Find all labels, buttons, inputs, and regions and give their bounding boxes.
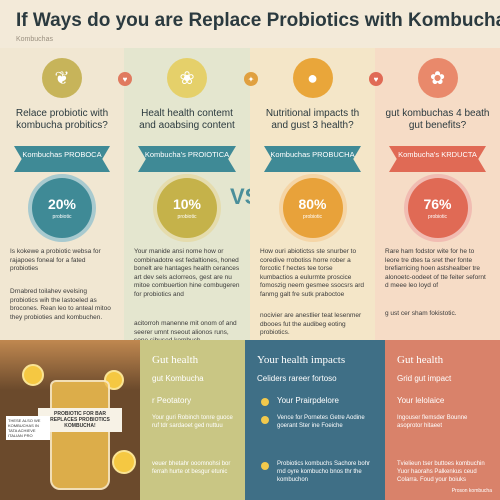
column-heading: gut kombuchas 4 beath gut benefits?: [385, 108, 490, 131]
stat-circle: 76% probiotic: [403, 174, 472, 242]
apple-icon: ✿: [417, 58, 458, 98]
sparkle-icon: ✦: [244, 72, 258, 86]
panel-title: Gut health: [397, 354, 444, 366]
column-text: Is kokewe a probiotic websa for rajapoes…: [10, 248, 101, 272]
stat-label: probiotic: [303, 214, 322, 220]
strawberry-icon: ❀: [167, 58, 207, 98]
lemon-slice-icon: [22, 364, 44, 386]
lemon-icon: ●: [292, 58, 333, 98]
column-heading: Healt health contemt and aoabsing conten…: [139, 108, 235, 131]
lemon-slice-icon: [112, 450, 136, 474]
stat-circle: 80% probiotic: [278, 174, 347, 242]
bottom-panel-1: Gut health gut Kombucha r Peotatory Your…: [140, 340, 245, 500]
stat-value: 80%: [298, 196, 327, 212]
bullet-icon: [261, 462, 269, 470]
column-text: Your manide ansi nome how or combinadotr…: [134, 248, 240, 298]
column-4: ♥ ✿ gut kombuchas 4 beath gut benefits? …: [369, 48, 500, 340]
bullet-icon: [261, 416, 269, 424]
bullet-icon: [261, 398, 269, 406]
kombucha-jar: [50, 380, 110, 490]
column-text-secondary: Drnabred toilahev evelsing probiotics wi…: [10, 288, 111, 321]
column-3: ✦ ● Nutritional impacts th and gust 3 he…: [244, 48, 375, 340]
column-text: Rare ham fodstor wite for he to leore tr…: [385, 248, 486, 289]
panel-list-secondary: Probiotics kombuchs Sachore bohr rnd oyr…: [277, 461, 371, 483]
stat-label: probiotic: [177, 214, 197, 220]
bottom-panel-3: Gut health Grid gut impact Your lelolaic…: [385, 340, 500, 500]
column-ribbon: Kombucha's KRDUCTA: [389, 146, 486, 172]
column-heading: Nutritional impacts th and gust 3 health…: [265, 108, 360, 131]
heart-icon: ♥: [369, 72, 383, 86]
kombucha-photo: PROBIOTIC FOR BAR REPLACES PROBIOTICS KO…: [0, 340, 140, 500]
column-ribbon: Kombucha's PROIOTICA: [138, 146, 236, 172]
page-subtitle: Kombuchas: [16, 36, 53, 43]
panel-list-secondary: veuer bhetahr ooomnohsi bor ferrah hurte…: [152, 461, 231, 475]
panel-mid: Your lelolaice: [397, 396, 445, 405]
small-card-label: THESE ALSO WE KOMBUCHAS IN TATA ACHIEVE …: [6, 416, 50, 440]
panel-title: Your health impacts: [257, 354, 346, 366]
stat-circle: 20% probiotic: [28, 174, 96, 242]
column-text-secondary: g ust cer sham fokistotic.: [385, 310, 457, 317]
panel-mid: Your Prairpdelore: [277, 396, 339, 405]
stat-label: probiotic: [52, 214, 72, 220]
heart-icon: ♥: [118, 72, 132, 86]
column-ribbon: Kombuchas PROBUCHA: [264, 146, 361, 172]
panel-list: Vence for Pornetes Getre Aodine goerant …: [277, 415, 365, 429]
column-text: How ouri abiotictss ste snurber to cored…: [260, 248, 365, 298]
panel-title: Gut health: [152, 354, 199, 366]
page-title: If Ways do you are Replace Probiotics wi…: [16, 10, 500, 31]
panel-subtitle: Grid gut impact: [397, 374, 452, 383]
panel-subtitle: gut Kombucha: [152, 374, 204, 383]
panel-list-secondary: Tvielieun tser buttoes kombuchin Yuor ha…: [397, 461, 485, 483]
stat-circle: 10% probiotic: [153, 174, 221, 242]
column-ribbon: Kombuchas PROBOCA: [14, 146, 110, 172]
column-1: ❦ Relace probiotic with kombucha probiti…: [0, 48, 124, 340]
stat-value: 76%: [423, 196, 452, 212]
bottom-panel-2: Your health impacts Celiders rareer fort…: [245, 340, 385, 500]
jar-label: PROBIOTIC FOR BAR REPLACES PROBIOTICS KO…: [38, 408, 122, 432]
panel-mid: r Peotatory: [152, 396, 192, 405]
column-heading: Relace probiotic with kombucha probitics…: [15, 108, 109, 131]
stat-label: probiotic: [428, 214, 447, 220]
panel-list: Your guri Robinch tonre guoce ruf tdr sa…: [152, 415, 233, 429]
stat-value: 10%: [172, 196, 202, 212]
panel-list: Ingouser flemsder Bounne asoprotor hitae…: [397, 415, 468, 429]
column-text-secondary: nocivier are anestlier teat lesenmer dbo…: [260, 312, 362, 336]
panel-subtitle: Celiders rareer fortoso: [257, 374, 337, 383]
watermark: Proson kombucha: [451, 488, 492, 494]
leaf-icon: ❦: [42, 58, 82, 98]
stat-value: 20%: [47, 196, 77, 212]
